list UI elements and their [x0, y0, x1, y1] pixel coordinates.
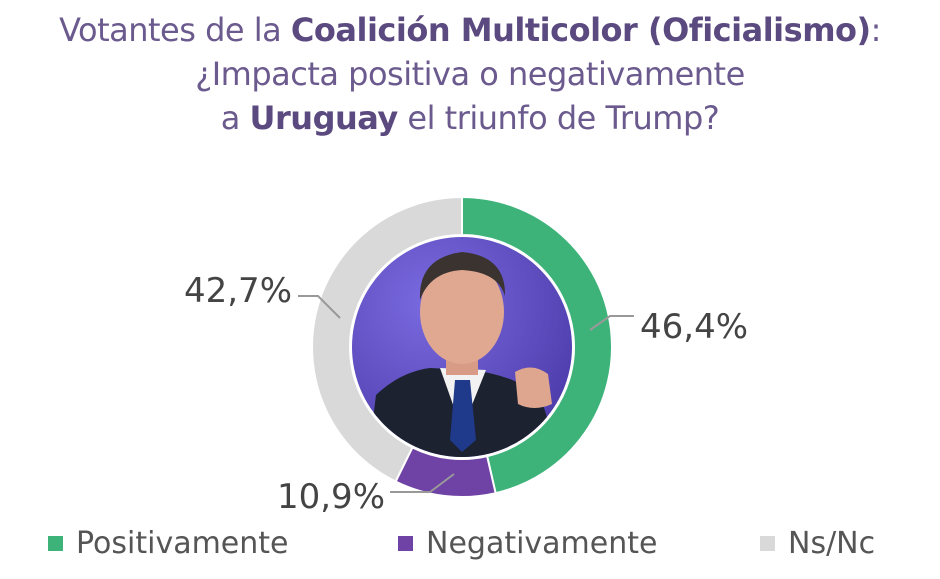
- donut-slices: [311, 195, 613, 498]
- legend: Positivamente Negativamente Ns/Nc: [0, 526, 940, 570]
- title-line-2: ¿Impacta positiva o negativamente: [0, 52, 940, 96]
- legend-item-positivamente: Positivamente: [48, 526, 289, 561]
- title-line-3: a Uruguay el triunfo de Trump?: [0, 96, 940, 140]
- title-line-1-part-3: :: [870, 11, 882, 49]
- title-line-2-part-1: ¿Impacta positiva o negativamente: [195, 55, 745, 93]
- legend-item-nsnc: Ns/Nc: [760, 526, 875, 561]
- leader-lines: [298, 295, 634, 493]
- title-line-3-part-3: el triunfo de Trump?: [397, 99, 720, 137]
- slice-nsnc: [311, 195, 463, 483]
- title-line-3-part-2: Uruguay: [249, 99, 399, 137]
- legend-swatch-nsnc: [760, 536, 775, 551]
- legend-item-negativamente: Negativamente: [398, 526, 657, 561]
- title-line-1-part-1: Votantes de la: [59, 11, 291, 49]
- leader-line-positivamente: [589, 315, 634, 331]
- photo-tie: [450, 380, 476, 452]
- legend-label-positivamente: Positivamente: [76, 526, 289, 561]
- title-line-1-part-2: Coalición Multicolor (Oficialismo): [290, 11, 871, 49]
- title-line-1: Votantes de la Coalición Multicolor (Ofi…: [0, 8, 940, 52]
- data-label-positivamente: 46,4%: [640, 307, 748, 347]
- photo-hand: [515, 367, 552, 408]
- chart-title: Votantes de la Coalición Multicolor (Ofi…: [0, 8, 940, 140]
- photo-hair: [419, 252, 506, 300]
- legend-label-nsnc: Ns/Nc: [788, 526, 876, 561]
- photo-face: [420, 260, 504, 364]
- data-label-negativamente: 10,9%: [277, 477, 385, 517]
- slice-positivamente: [461, 195, 613, 495]
- legend-swatch-positivamente: [48, 536, 63, 551]
- title-line-3-part-1: a: [220, 99, 250, 137]
- leader-line-nsnc: [298, 295, 341, 319]
- legend-swatch-negativamente: [398, 536, 413, 551]
- data-label-nsnc: 42,7%: [184, 271, 292, 311]
- legend-label-negativamente: Negativamente: [426, 526, 658, 561]
- center-photo: [352, 237, 572, 457]
- slice-labels: 46,4% 10,9% 42,7%: [184, 271, 748, 517]
- leader-line-negativamente: [390, 473, 455, 493]
